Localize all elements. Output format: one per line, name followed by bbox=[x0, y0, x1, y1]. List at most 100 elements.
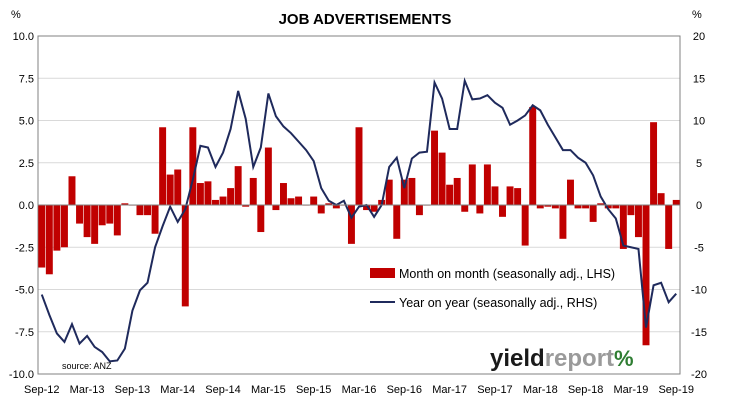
x-axis-ticks: Sep-12 Mar-13 Sep-13 Mar-14 Sep-14 Mar-15 Sep-… bbox=[24, 384, 694, 396]
right-tick-label: 10 bbox=[693, 116, 705, 128]
chart-title: JOB ADVERTISEMENTS bbox=[279, 11, 452, 28]
mom-bar bbox=[453, 177, 461, 205]
left-tick-label: -2.5 bbox=[15, 242, 34, 254]
mom-bar bbox=[113, 205, 121, 236]
mom-bar bbox=[159, 127, 167, 205]
mom-bar bbox=[219, 196, 227, 205]
mom-bar bbox=[483, 164, 491, 205]
mom-bar bbox=[393, 205, 401, 239]
legend-bar-swatch bbox=[370, 268, 395, 278]
mom-bar bbox=[310, 196, 318, 205]
mom-bar bbox=[597, 203, 605, 205]
right-tick-label: -10 bbox=[691, 285, 707, 297]
x-tick-label: Mar-15 bbox=[251, 384, 286, 396]
mom-bar bbox=[446, 184, 454, 205]
brand-yield: yield bbox=[490, 345, 545, 372]
mom-bar bbox=[612, 205, 620, 209]
mom-bar bbox=[212, 199, 219, 205]
left-axis-unit: % bbox=[11, 9, 21, 21]
right-axis-ticks: 20 15 10 5 0 -5 -10 -15 -20 bbox=[691, 31, 707, 381]
mom-bar bbox=[499, 205, 506, 217]
x-tick-label: Sep-14 bbox=[205, 384, 240, 396]
mom-bar bbox=[45, 205, 53, 275]
right-tick-label: -5 bbox=[694, 242, 704, 254]
right-tick-label: 5 bbox=[696, 158, 702, 170]
x-tick-label: Mar-14 bbox=[160, 384, 195, 396]
mom-bar bbox=[287, 198, 295, 205]
x-tick-label: Sep-13 bbox=[115, 384, 150, 396]
left-tick-label: 10.0 bbox=[13, 31, 34, 43]
left-tick-label: 7.5 bbox=[19, 73, 34, 85]
mom-bar bbox=[529, 106, 537, 205]
left-tick-label: 2.5 bbox=[19, 158, 34, 170]
mom-bar bbox=[627, 205, 635, 216]
right-tick-label: 0 bbox=[696, 200, 702, 212]
mom-bar bbox=[317, 205, 325, 214]
mom-bar bbox=[106, 205, 114, 224]
mom-bar bbox=[196, 183, 204, 205]
mom-bar bbox=[665, 205, 673, 249]
brand-report: report bbox=[545, 345, 614, 372]
mom-bar bbox=[91, 205, 99, 244]
mom-bar bbox=[476, 205, 484, 214]
mom-bar bbox=[400, 179, 408, 205]
mom-bar bbox=[249, 177, 257, 205]
x-tick-label: Sep-12 bbox=[24, 384, 59, 396]
mom-bar bbox=[363, 205, 371, 211]
mom-bar bbox=[544, 205, 552, 207]
mom-bar bbox=[604, 205, 612, 209]
mom-bar bbox=[174, 169, 182, 205]
mom-bar bbox=[385, 179, 393, 205]
legend: Month on month (seasonally adj., LHS) Ye… bbox=[370, 267, 615, 310]
mom-bar bbox=[151, 205, 159, 234]
mom-bar bbox=[650, 122, 658, 205]
mom-bars bbox=[38, 106, 680, 346]
mom-bar bbox=[332, 205, 340, 209]
mom-bar bbox=[521, 205, 529, 246]
mom-bar bbox=[536, 205, 544, 209]
right-axis-unit: % bbox=[692, 9, 702, 21]
mom-bar bbox=[619, 205, 627, 249]
mom-bar bbox=[461, 205, 469, 212]
mom-bar bbox=[257, 205, 265, 233]
mom-bar bbox=[189, 127, 197, 205]
x-tick-label: Sep-15 bbox=[296, 384, 331, 396]
mom-bar bbox=[76, 205, 84, 224]
mom-bar bbox=[408, 177, 416, 205]
mom-bar bbox=[574, 205, 582, 209]
mom-bar bbox=[53, 205, 61, 251]
x-tick-label: Mar-16 bbox=[342, 384, 377, 396]
mom-bar bbox=[582, 205, 590, 209]
mom-bar bbox=[657, 193, 665, 205]
mom-bar bbox=[227, 188, 235, 205]
mom-bar bbox=[567, 179, 574, 205]
mom-bar bbox=[438, 152, 446, 205]
left-tick-label: -10.0 bbox=[9, 369, 34, 381]
mom-bar bbox=[181, 205, 189, 307]
yieldreport-logo: yieldreport% bbox=[490, 345, 634, 372]
right-tick-label: -20 bbox=[691, 369, 707, 381]
mom-bar bbox=[68, 176, 76, 205]
mom-bar bbox=[370, 205, 378, 212]
mom-bar bbox=[144, 205, 151, 216]
left-axis-ticks: 10.0 7.5 5.0 2.5 0.0 -2.5 -5.0 -7.5 -10.0 bbox=[9, 31, 34, 381]
mom-bar bbox=[468, 164, 476, 205]
mom-bar bbox=[234, 166, 242, 205]
mom-bar bbox=[431, 130, 439, 205]
mom-bar bbox=[242, 205, 250, 207]
mom-bar bbox=[279, 183, 287, 205]
mom-bar bbox=[347, 205, 355, 244]
mom-bar bbox=[83, 205, 91, 238]
x-tick-label: Mar-19 bbox=[613, 384, 648, 396]
x-tick-label: Sep-17 bbox=[477, 384, 512, 396]
mom-bar bbox=[272, 205, 280, 211]
left-tick-label: -7.5 bbox=[15, 327, 34, 339]
source-note: source: ANZ bbox=[62, 361, 112, 371]
x-tick-label: Sep-16 bbox=[387, 384, 422, 396]
x-tick-label: Sep-19 bbox=[658, 384, 693, 396]
mom-bar bbox=[642, 205, 650, 346]
svg-text:yieldreport%: yieldreport% bbox=[490, 345, 634, 372]
mom-bar bbox=[514, 188, 522, 205]
left-tick-label: -5.0 bbox=[15, 285, 34, 297]
